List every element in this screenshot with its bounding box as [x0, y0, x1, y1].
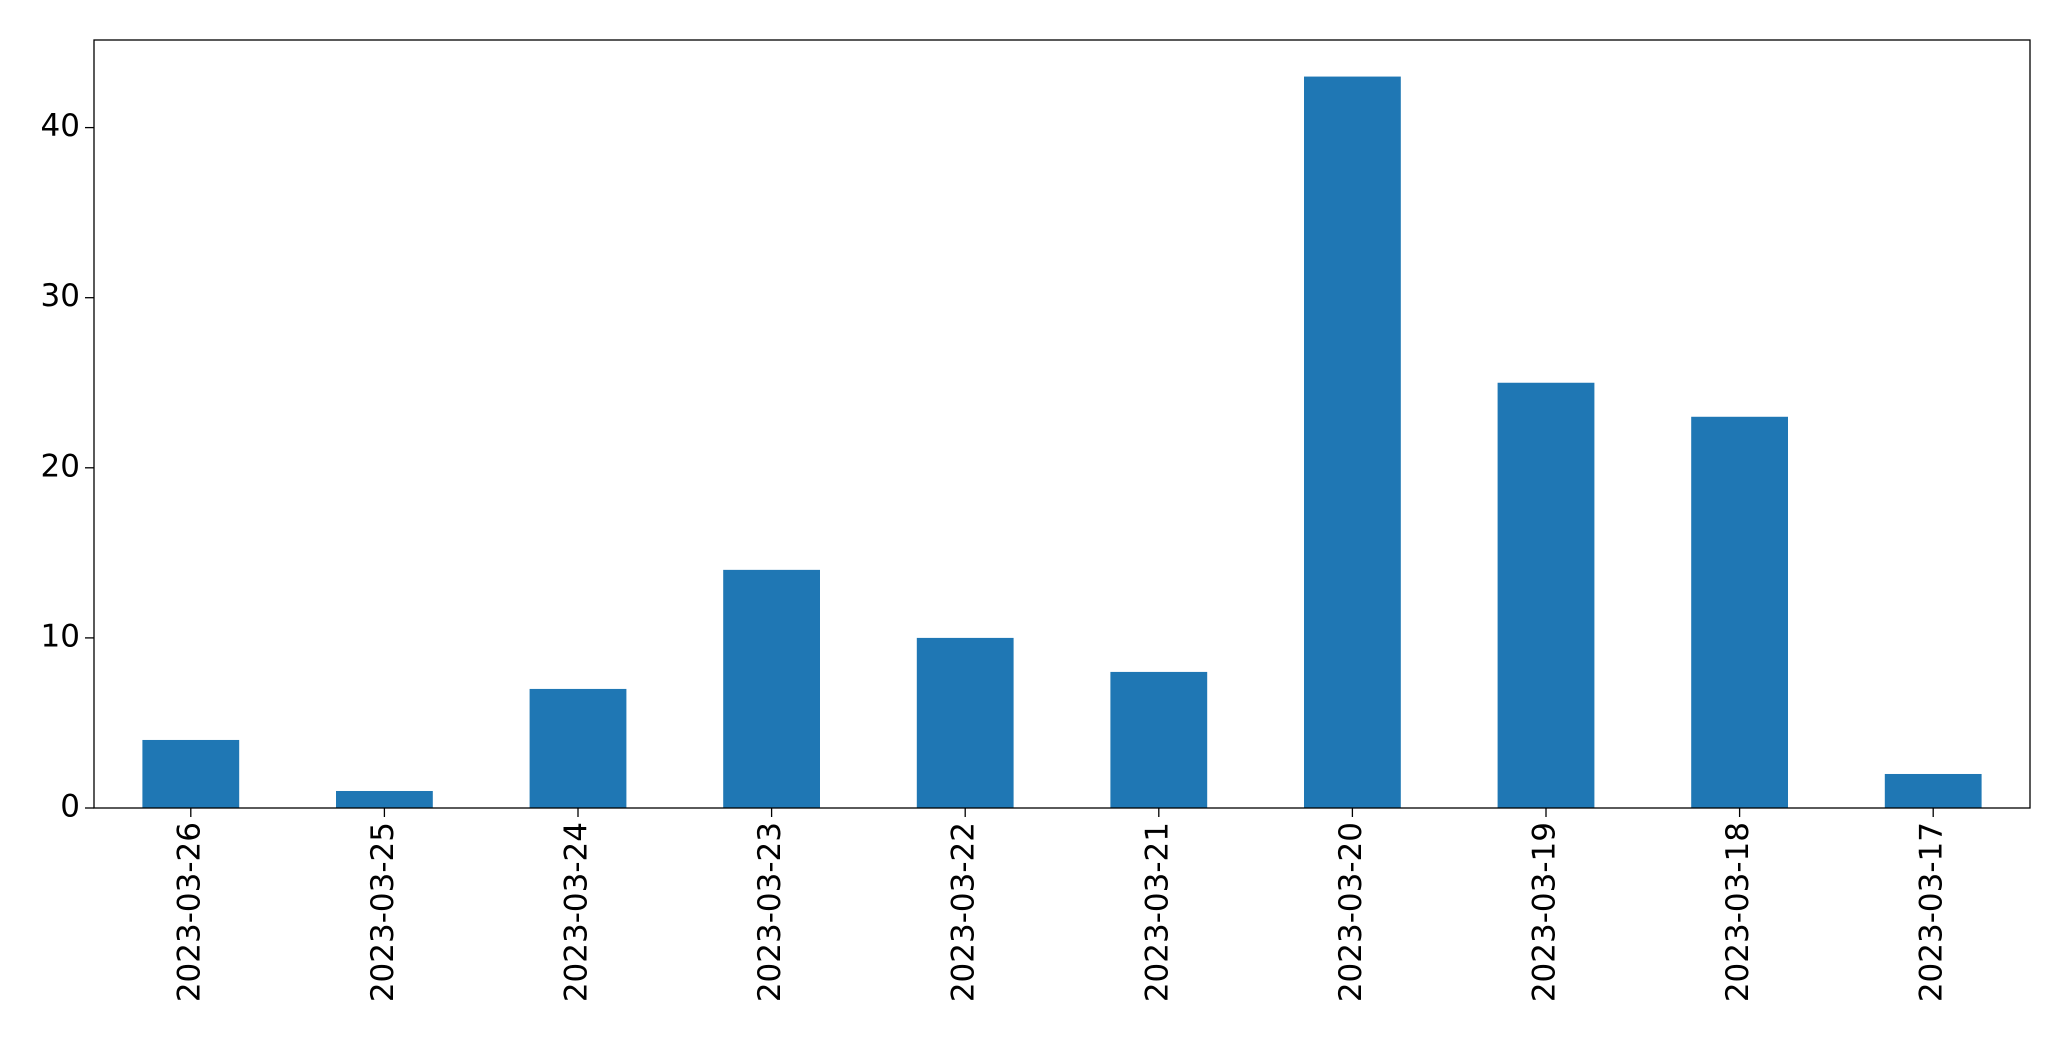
- bar: [1691, 416, 1788, 808]
- x-tick-label: 2023-03-18: [1720, 822, 1756, 1002]
- bar: [529, 688, 627, 808]
- bar: [1110, 671, 1208, 808]
- x-tick-label: 2023-03-20: [1333, 822, 1369, 1002]
- bar: [1884, 773, 1982, 808]
- x-tick-label: 2023-03-25: [365, 822, 401, 1002]
- plot-frame: [93, 39, 2031, 809]
- x-tick-label: 2023-03-26: [171, 822, 207, 1002]
- x-tick-label: 2023-03-23: [752, 822, 788, 1002]
- y-tick-label: 40: [41, 108, 80, 144]
- y-tick-label: 30: [41, 278, 80, 314]
- x-tick-label: 2023-03-17: [1914, 822, 1950, 1002]
- x-tick-label: 2023-03-21: [1139, 822, 1175, 1002]
- y-tick-label: 10: [41, 618, 80, 654]
- bar: [336, 790, 433, 808]
- x-tick-label: 2023-03-19: [1527, 822, 1563, 1002]
- y-tick-label: 0: [60, 789, 80, 825]
- bar: [142, 739, 240, 808]
- y-tick-label: 20: [41, 448, 80, 484]
- x-tick-label: 2023-03-22: [946, 822, 982, 1002]
- bar: [1497, 382, 1595, 808]
- bar: [723, 569, 820, 808]
- x-tick-label: 2023-03-24: [559, 822, 595, 1002]
- bar: [916, 637, 1014, 808]
- bar: [1304, 76, 1401, 809]
